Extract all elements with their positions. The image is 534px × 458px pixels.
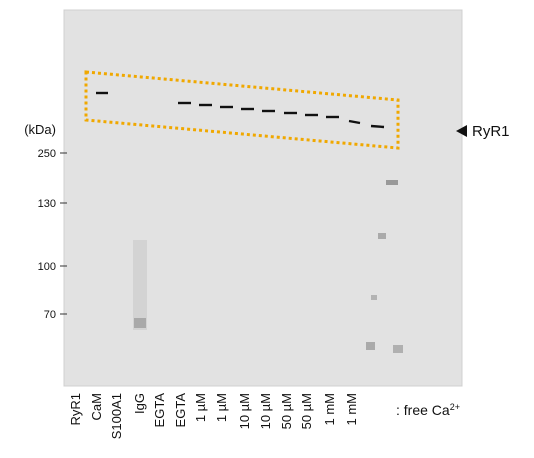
band (386, 180, 398, 185)
marker-label: 130 (38, 198, 56, 210)
lane-label: S100A1 (109, 393, 124, 439)
lane-label: 50 µM (279, 393, 294, 429)
lane-label: IgG (132, 393, 147, 414)
marker-label: 100 (38, 261, 56, 273)
lane-label: RyR1 (68, 393, 83, 426)
lane-label: 10 µM (258, 393, 273, 429)
lane-label: 1 mM (322, 393, 337, 426)
lane-labels: RyR1 CaM S100A1 IgG EGTA EGTA 1 µM 1 µM 10 µM 10 … (68, 393, 359, 440)
lane-label: 10 µM (237, 393, 252, 429)
marker-ticks (60, 152, 67, 315)
lane-label: 1 mM (344, 393, 359, 426)
marker-label: 250 (38, 148, 56, 160)
marker-label: 70 (44, 309, 56, 321)
band (366, 342, 375, 350)
band-label: RyR1 (472, 123, 510, 140)
lane-label: 1 µM (193, 393, 208, 422)
superscript: 2+ (450, 402, 460, 412)
condition-label: : free Ca2+ (396, 402, 460, 418)
highlight-box (84, 70, 400, 150)
arrowhead (456, 125, 467, 137)
streak (133, 240, 147, 330)
gel-edge (63, 9, 463, 387)
band (378, 233, 386, 239)
condition-text: : free Ca (396, 402, 450, 418)
lane-label: EGTA (173, 393, 188, 428)
gel (64, 10, 462, 386)
ryr1-bands (96, 91, 385, 129)
unit-label: (kDa) (24, 122, 56, 137)
lane-label: 50 µM (299, 393, 314, 429)
lane-label: EGTA (152, 393, 167, 428)
lane-label: CaM (89, 393, 104, 420)
band (134, 318, 146, 328)
lane-label: 1 µM (214, 393, 229, 422)
band (393, 345, 403, 353)
band (371, 295, 377, 300)
